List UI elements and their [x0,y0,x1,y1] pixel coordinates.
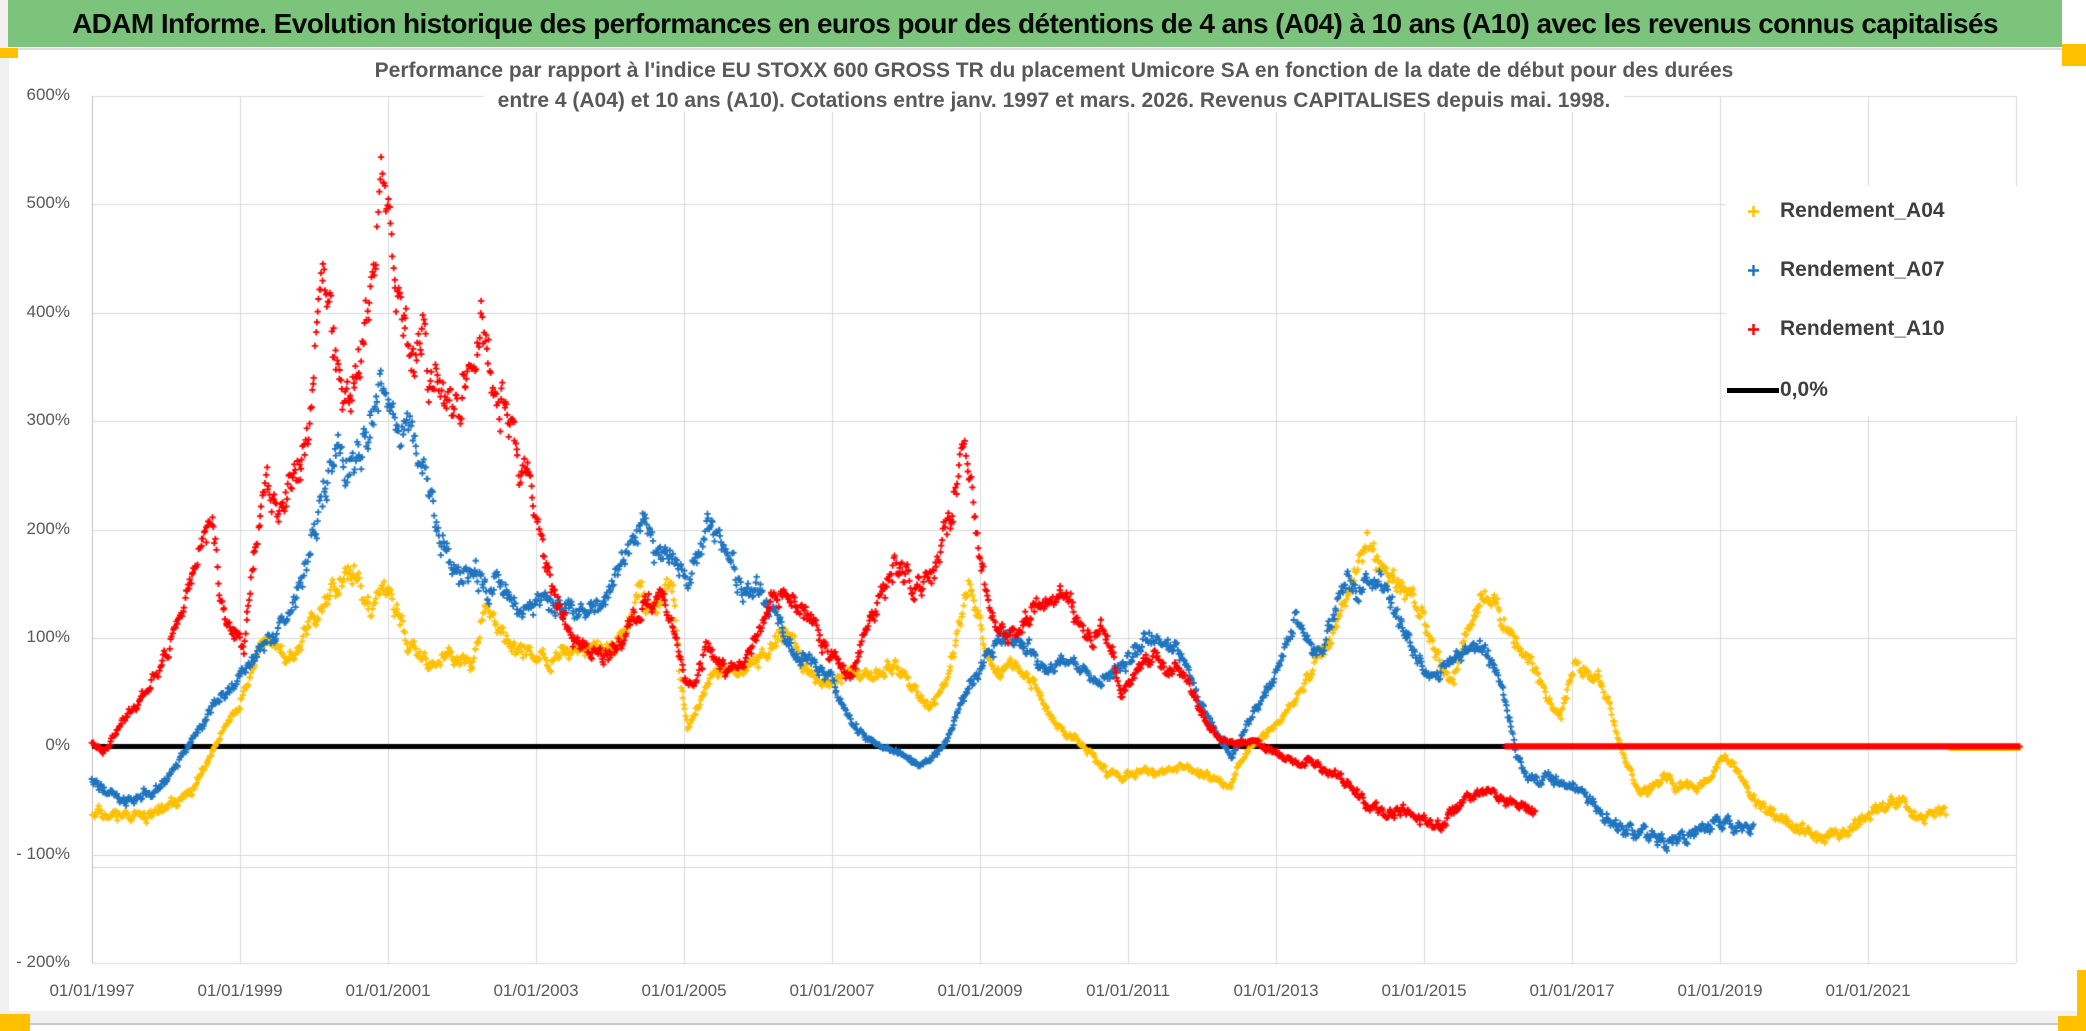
legend-item-0-0-: 0,0% [1726,376,2058,404]
bottom-strip-line [0,1023,2086,1025]
y-axis-tick-label: 300% [26,410,70,430]
gold-accent-top-left [0,48,18,58]
x-axis-tick-label: 01/01/1999 [197,981,283,1000]
legend-label: Rendement_A10 [1780,317,1945,340]
legend-plus-marker-icon [1726,205,1780,218]
chart-legend: Rendement_A04 Rendement_A07 Rendement_A10 0… [1726,186,2058,416]
y-axis-labels: 600% 500% 400% 300% 200% 100% 0% - 100% - 200% [0,0,80,1031]
chart-title-line2: entre 4 (A04) et 10 ans (A10). Cotations… [92,89,2016,113]
legend-label: Rendement_A07 [1780,258,1945,281]
y-axis-tick-label: 0% [45,735,70,755]
y-axis-tick-label: - 200% [16,952,70,972]
x-axis-labels: 01/01/1997 01/01/1999 01/01/2001 01/01/2003… [0,981,2086,1005]
legend-label: Rendement_A04 [1780,199,1945,222]
x-axis-tick-label: 01/01/2005 [641,981,727,1000]
gold-accent-bottom-right [2058,1016,2086,1031]
x-axis-tick-label: 01/01/2017 [1529,981,1615,1000]
x-axis-tick-label: 01/01/2009 [937,981,1023,1000]
x-axis-tick-label: 01/01/2021 [1825,981,1911,1000]
y-axis-tick-label: 600% [26,84,70,104]
y-axis-tick-label: 500% [26,193,70,213]
legend-label: 0,0% [1780,378,1828,401]
y-axis-tick-label: 100% [26,626,70,646]
x-axis-tick-label: 01/01/2013 [1233,981,1319,1000]
x-axis-tick-label: 01/01/2015 [1381,981,1467,1000]
gold-accent-top-right [2062,44,2086,66]
legend-item-rendement-a07: Rendement_A07 [1726,256,2058,284]
x-axis-tick-label: 01/01/2003 [493,981,579,1000]
legend-item-rendement-a10: Rendement_A10 [1726,315,2058,343]
x-axis-tick-label: 01/01/1997 [49,981,135,1000]
legend-plus-marker-icon [1726,323,1780,336]
y-axis-tick-label: - 100% [16,843,70,863]
y-axis-tick-label: 200% [26,518,70,538]
legend-plus-marker-icon [1726,264,1780,277]
legend-item-rendement-a04: Rendement_A04 [1726,197,2058,225]
x-axis-tick-label: 01/01/2001 [345,981,431,1000]
gold-accent-right-strip [2077,970,2086,1031]
y-axis-tick-label: 400% [26,301,70,321]
gold-accent-bottom-left [0,1014,30,1031]
x-axis-tick-label: 01/01/2019 [1677,981,1763,1000]
bottom-strip [0,1011,2086,1024]
x-axis-tick-label: 01/01/2007 [789,981,875,1000]
legend-line-swatch [1726,387,1780,393]
x-axis-tick-label: 01/01/2011 [1086,981,1170,1000]
chart-title-line1: Performance par rapport à l'indice EU ST… [92,59,2016,83]
